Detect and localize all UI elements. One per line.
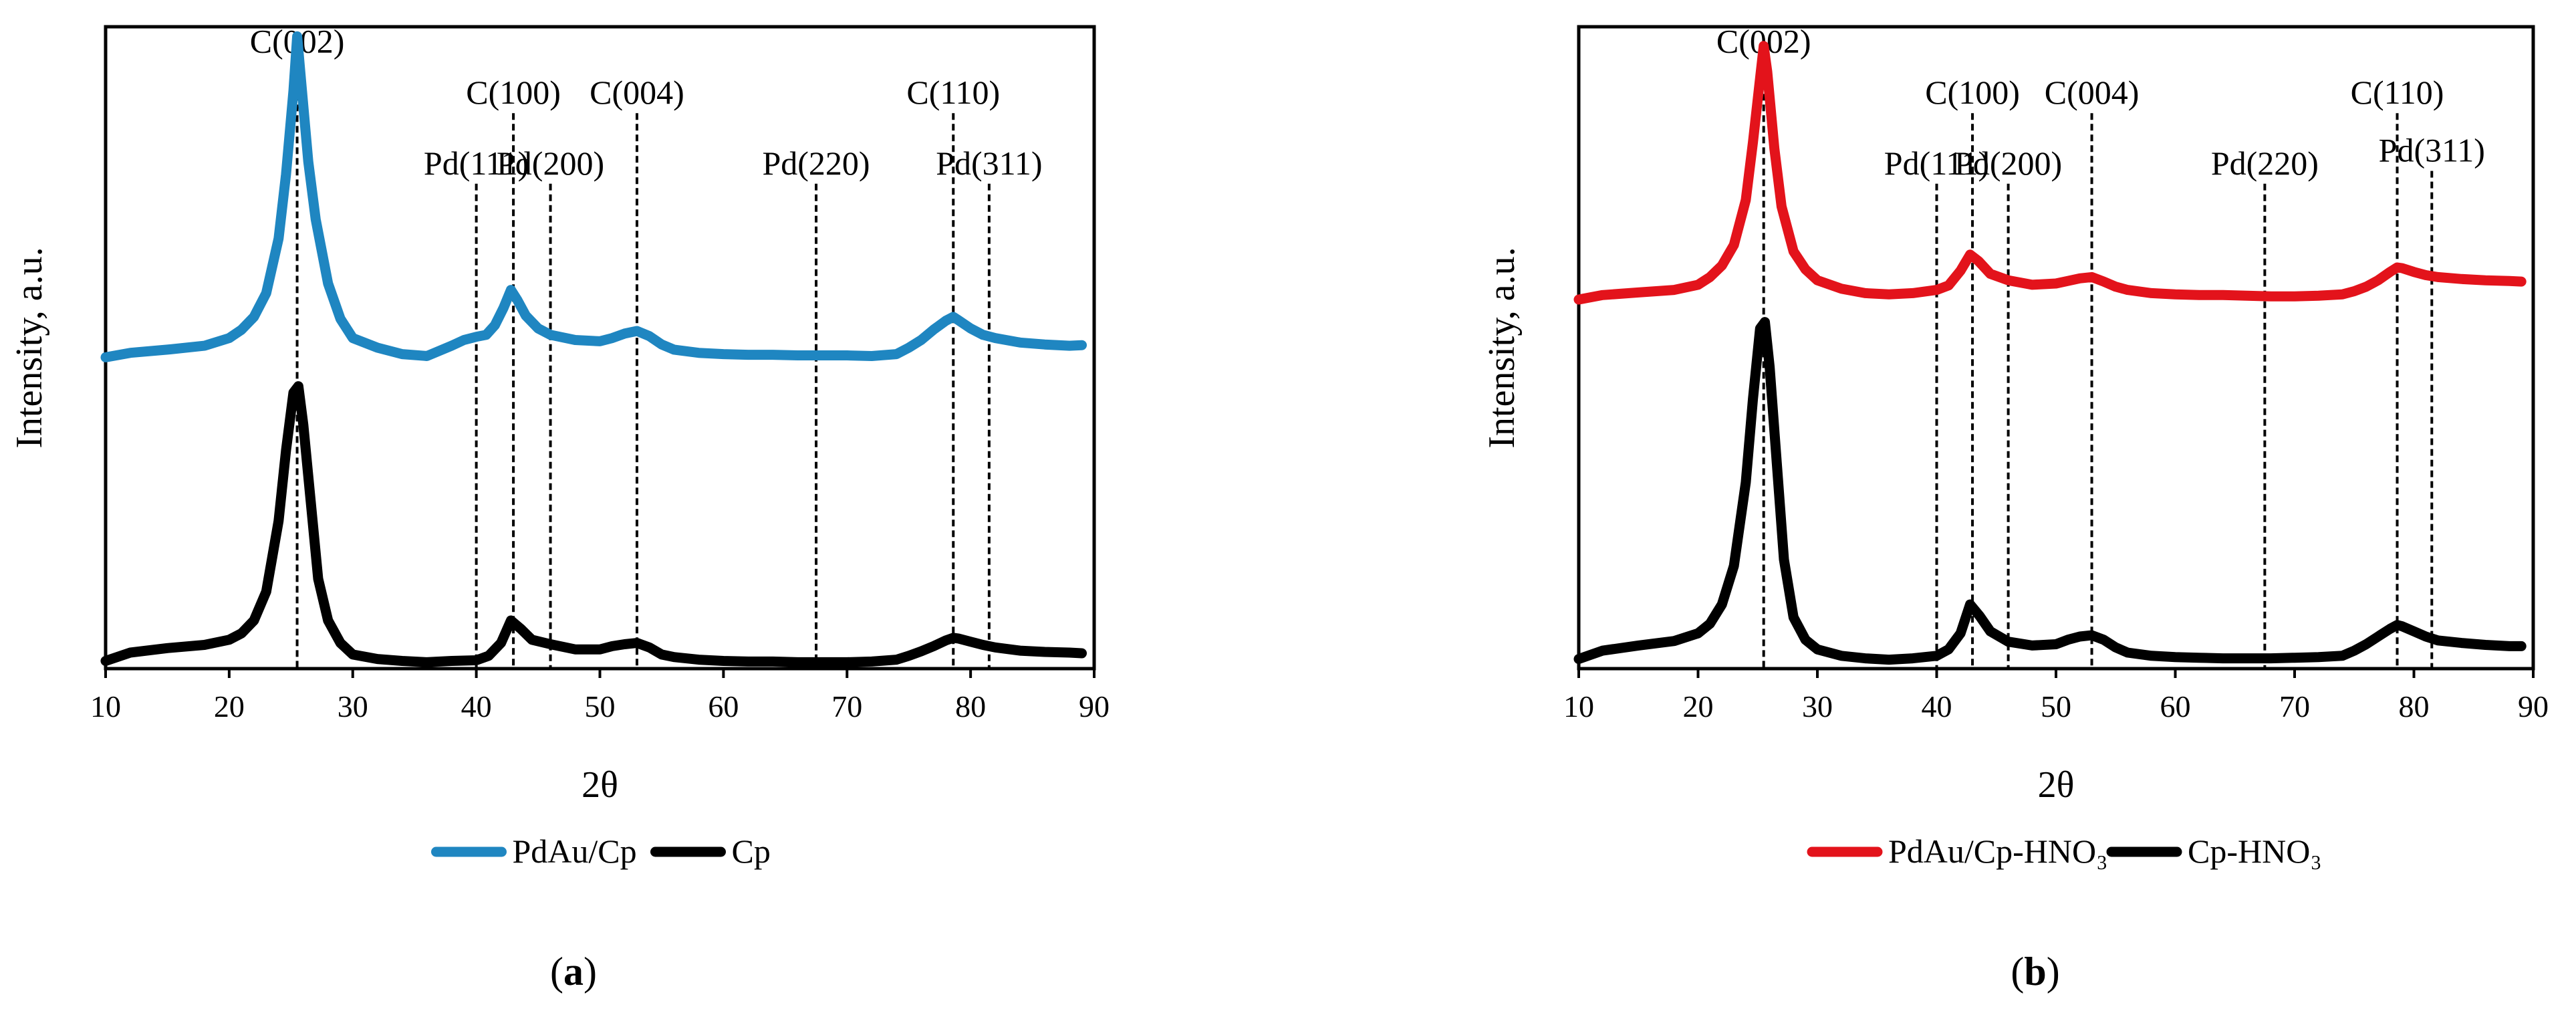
reference-label: Pd(220) xyxy=(2211,144,2319,182)
legend: PdAu/Cp Cp xyxy=(431,832,771,870)
series-line-sample xyxy=(1573,41,2527,305)
reference-label: Pd(111) xyxy=(1884,144,1989,182)
x-tick-label: 10 xyxy=(1563,689,1594,723)
x-tick-label: 50 xyxy=(585,689,616,723)
panel-label: (a) xyxy=(550,949,597,994)
x-tick-label: 60 xyxy=(708,689,739,723)
x-tick-label: 30 xyxy=(338,689,368,723)
panel-label: (b) xyxy=(2011,949,2059,994)
x-tick-label: 70 xyxy=(2279,689,2310,723)
reference-label: C(004) xyxy=(2045,74,2140,111)
x-tick-label: 40 xyxy=(1922,689,1952,723)
x-tick-label: 40 xyxy=(461,689,492,723)
x-tick-label: 80 xyxy=(955,689,986,723)
x-tick-label: 50 xyxy=(2041,689,2071,723)
x-tick-label: 90 xyxy=(1079,689,1110,723)
reference-label: Pd(311) xyxy=(936,144,1042,182)
x-tick-label: 30 xyxy=(1802,689,1833,723)
legend-label: Cp xyxy=(732,832,771,870)
reference-label: Pd(111) xyxy=(424,144,529,182)
reference-label: C(100) xyxy=(1925,74,2020,111)
y-axis-label: Intensity, a.u. xyxy=(9,247,50,448)
reference-label: Pd(200) xyxy=(497,144,604,182)
x-axis-label: 2θ xyxy=(582,764,618,806)
plot-frame xyxy=(104,25,1096,671)
legend: PdAu/Cp-HNO₃ Cp-HNO₃ xyxy=(1807,832,2322,870)
y-axis-label: Intensity, a.u. xyxy=(1481,247,1523,448)
reference-label: C(004) xyxy=(590,74,684,111)
x-tick-label: 60 xyxy=(2160,689,2191,723)
legend-label: PdAu/Cp xyxy=(513,832,637,870)
series-line-sample xyxy=(100,31,1087,362)
x-tick-label: 90 xyxy=(2518,689,2549,723)
x-tick-label: 20 xyxy=(214,689,245,723)
legend-label: Cp-HNO₃ xyxy=(2188,832,2322,870)
reference-label: Pd(311) xyxy=(2379,132,2485,169)
x-tick-label: 10 xyxy=(90,689,121,723)
series-line-support xyxy=(1573,317,2527,665)
series-line-support xyxy=(100,381,1087,667)
reference-label: C(110) xyxy=(2351,74,2444,111)
reference-label: C(100) xyxy=(466,74,561,111)
reference-label: Pd(220) xyxy=(762,144,870,182)
plot-frame xyxy=(1577,25,2535,671)
reference-label: C(110) xyxy=(906,74,1000,111)
x-axis-label: 2θ xyxy=(2038,764,2075,806)
x-tick-label: 70 xyxy=(831,689,862,723)
reference-label: Pd(200) xyxy=(1954,144,2062,182)
x-tick-label: 80 xyxy=(2399,689,2430,723)
legend-label: PdAu/Cp-HNO₃ xyxy=(1888,832,2108,870)
x-tick-label: 20 xyxy=(1683,689,1714,723)
